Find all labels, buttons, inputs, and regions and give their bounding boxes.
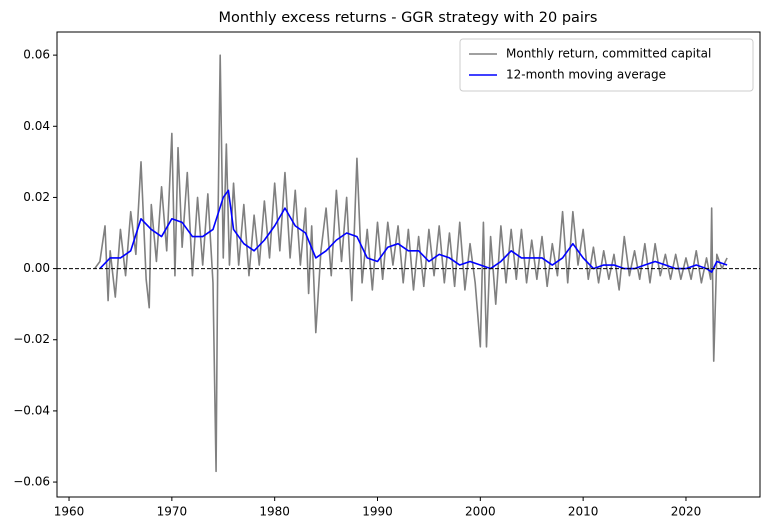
x-tick-label: 2010 <box>568 505 599 519</box>
x-tick-label: 2000 <box>465 505 496 519</box>
x-tick-label: 1970 <box>157 505 188 519</box>
x-tick-label: 1960 <box>54 505 85 519</box>
x-tick-label: 1980 <box>259 505 290 519</box>
x-tick-label: 2020 <box>671 505 702 519</box>
y-tick-label: 0.00 <box>23 261 50 275</box>
y-tick-label: 0.04 <box>23 119 50 133</box>
y-tick-label: 0.06 <box>23 48 50 62</box>
legend-label: 12-month moving average <box>506 68 666 82</box>
legend-box <box>459 38 754 92</box>
y-tick-label: −0.06 <box>13 475 50 489</box>
y-tick-label: 0.02 <box>23 190 50 204</box>
y-tick-label: −0.04 <box>13 403 50 417</box>
data-line <box>94 54 728 473</box>
y-tick-label: −0.02 <box>13 332 50 346</box>
plot-frame <box>56 31 761 498</box>
x-tick-label: 1990 <box>362 505 393 519</box>
legend-label: Monthly return, committed capital <box>506 47 711 61</box>
chart-title: Monthly excess returns - GGR strategy wi… <box>219 10 598 26</box>
